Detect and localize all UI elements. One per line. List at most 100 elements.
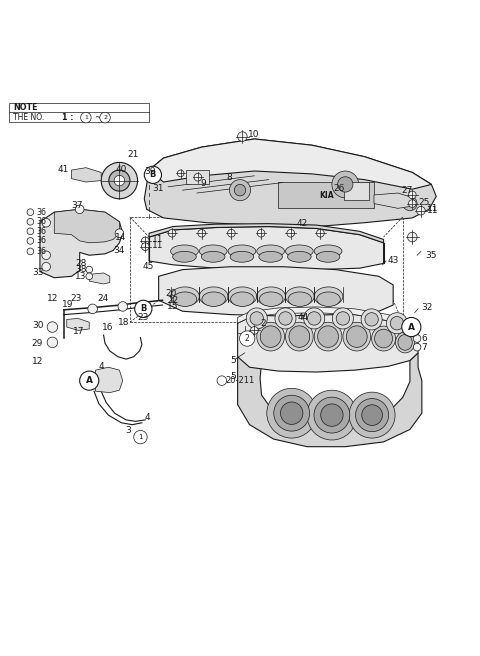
Circle shape	[250, 312, 264, 325]
Polygon shape	[158, 267, 393, 316]
Circle shape	[135, 300, 152, 318]
Text: 37: 37	[72, 201, 83, 211]
Text: A: A	[408, 323, 415, 331]
Circle shape	[280, 402, 303, 424]
Circle shape	[275, 308, 296, 329]
Circle shape	[42, 262, 50, 271]
Text: 40: 40	[116, 165, 127, 174]
Circle shape	[408, 191, 416, 199]
Ellipse shape	[289, 326, 310, 348]
Circle shape	[287, 230, 295, 237]
Ellipse shape	[286, 245, 313, 257]
Polygon shape	[149, 224, 384, 243]
Circle shape	[80, 371, 99, 390]
Circle shape	[279, 312, 292, 325]
Circle shape	[304, 308, 324, 329]
Ellipse shape	[259, 292, 283, 306]
Text: 14: 14	[115, 233, 126, 241]
Text: 24: 24	[97, 294, 108, 303]
Circle shape	[109, 170, 130, 191]
Circle shape	[308, 312, 321, 325]
Circle shape	[177, 170, 184, 176]
FancyBboxPatch shape	[278, 182, 374, 209]
Text: 11: 11	[152, 241, 163, 250]
Ellipse shape	[372, 326, 396, 351]
Circle shape	[365, 313, 378, 326]
Text: 41: 41	[57, 165, 69, 174]
Text: 1: 1	[84, 115, 88, 120]
Circle shape	[336, 312, 349, 325]
Ellipse shape	[288, 251, 311, 262]
Circle shape	[228, 230, 235, 237]
Polygon shape	[40, 209, 123, 277]
Ellipse shape	[374, 329, 393, 348]
Text: 31: 31	[152, 184, 163, 193]
Circle shape	[321, 404, 343, 426]
Polygon shape	[374, 193, 413, 209]
Text: 10: 10	[248, 130, 260, 138]
Circle shape	[81, 112, 91, 123]
Ellipse shape	[199, 287, 228, 306]
Text: 6: 6	[421, 334, 427, 343]
Text: THE NO.: THE NO.	[13, 113, 44, 122]
Text: 45: 45	[143, 262, 154, 271]
Ellipse shape	[318, 326, 338, 348]
Text: 42: 42	[297, 219, 308, 228]
Circle shape	[408, 232, 417, 242]
Text: 9: 9	[201, 179, 206, 188]
Circle shape	[349, 392, 395, 438]
Text: 33: 33	[32, 268, 43, 277]
Polygon shape	[149, 226, 384, 270]
Circle shape	[307, 390, 357, 440]
Ellipse shape	[259, 251, 282, 262]
Circle shape	[234, 184, 246, 196]
Polygon shape	[72, 168, 101, 182]
Circle shape	[168, 230, 176, 237]
Ellipse shape	[398, 335, 412, 350]
Text: 20: 20	[166, 289, 177, 298]
Text: 39: 39	[144, 167, 156, 176]
Circle shape	[390, 316, 404, 330]
Ellipse shape	[257, 322, 285, 351]
Circle shape	[408, 199, 416, 207]
Text: 2: 2	[245, 334, 250, 343]
Text: 32: 32	[421, 303, 432, 312]
Ellipse shape	[343, 322, 371, 351]
Circle shape	[362, 405, 383, 426]
Text: 8: 8	[227, 173, 232, 182]
Circle shape	[144, 166, 161, 184]
Circle shape	[386, 313, 408, 334]
Circle shape	[361, 309, 382, 330]
Text: 26: 26	[333, 184, 344, 193]
Circle shape	[246, 308, 267, 329]
Circle shape	[134, 430, 147, 444]
Text: 36: 36	[36, 247, 47, 256]
Text: 13: 13	[75, 272, 87, 281]
Circle shape	[27, 248, 34, 255]
Ellipse shape	[260, 326, 281, 348]
Ellipse shape	[170, 245, 198, 257]
Text: 15: 15	[167, 302, 179, 311]
Polygon shape	[238, 353, 422, 447]
FancyBboxPatch shape	[186, 170, 209, 184]
Text: 1: 1	[138, 434, 143, 440]
Text: 28: 28	[75, 259, 87, 268]
Text: 25: 25	[418, 198, 430, 207]
Text: 3: 3	[125, 426, 131, 436]
Circle shape	[118, 302, 128, 311]
Circle shape	[356, 399, 389, 432]
Circle shape	[47, 337, 58, 348]
Ellipse shape	[202, 251, 225, 262]
Text: 16: 16	[102, 323, 113, 331]
Text: 34: 34	[114, 246, 125, 255]
Ellipse shape	[230, 251, 254, 262]
Text: 20-211: 20-211	[226, 376, 255, 385]
Ellipse shape	[317, 292, 340, 306]
Text: 4: 4	[144, 413, 150, 422]
Circle shape	[217, 376, 227, 386]
Circle shape	[274, 396, 310, 431]
Text: 5: 5	[230, 373, 236, 381]
Text: 7: 7	[421, 342, 427, 352]
Ellipse shape	[314, 287, 343, 306]
Ellipse shape	[173, 251, 196, 262]
